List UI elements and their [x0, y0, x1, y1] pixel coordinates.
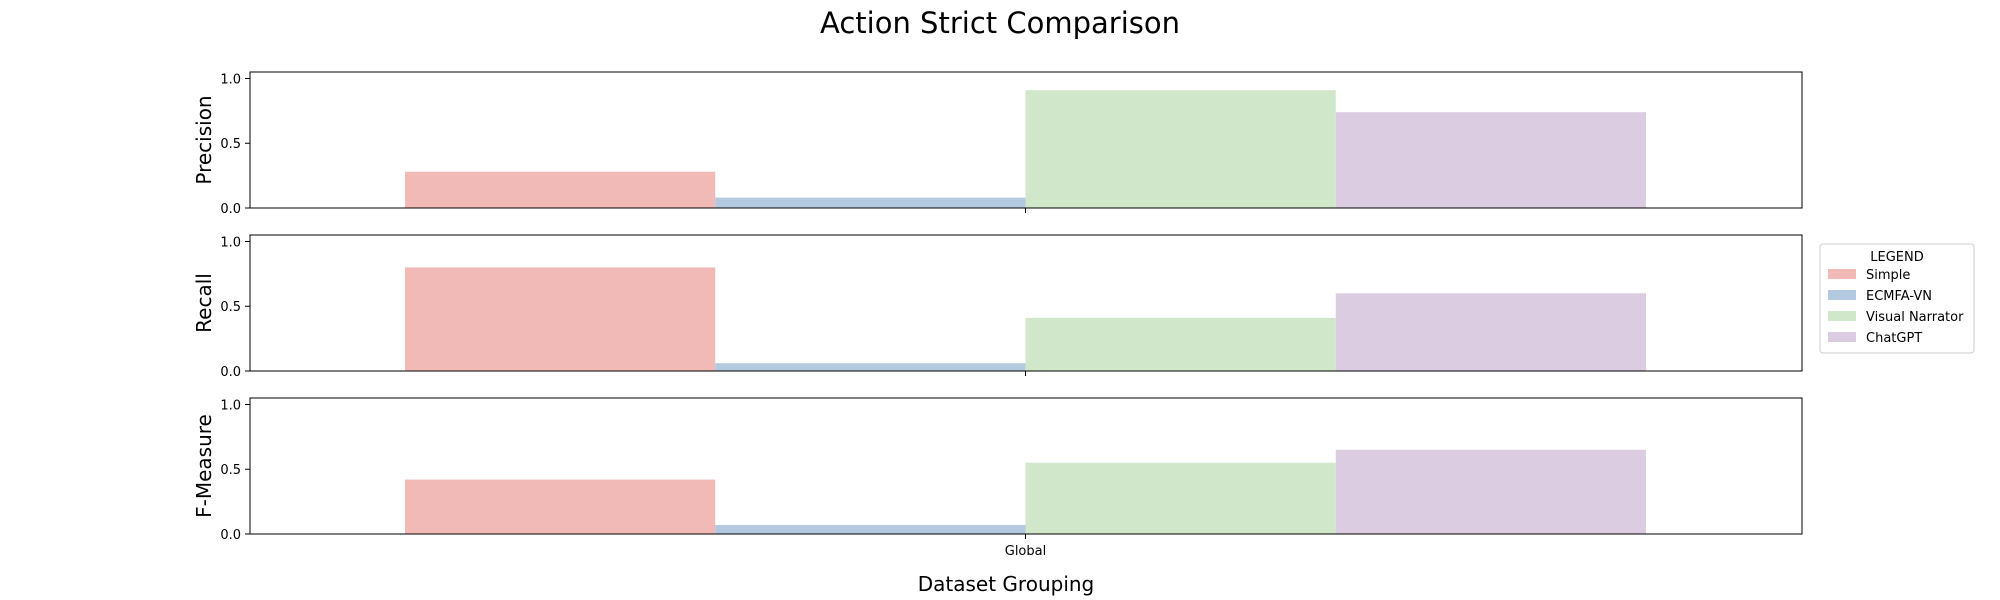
bar-f-measure-chatgpt: [1335, 449, 1646, 534]
y-axis-label-recall: Recall: [192, 273, 216, 333]
y-tick-label: 0.5: [220, 137, 241, 152]
bar-precision-ecmfa-vn: [715, 197, 1026, 208]
y-axis-label-precision: Precision: [192, 95, 216, 184]
bar-precision-visual-narrator: [1025, 90, 1336, 208]
legend-swatch-ecmfa-vn: [1828, 290, 1856, 300]
bar-precision-chatgpt: [1335, 112, 1646, 208]
legend-title: LEGEND: [1870, 250, 1923, 265]
panel-precision: 0.0 0.5 1.0 Precision: [192, 71, 1803, 217]
legend-swatch-visual-narrator: [1828, 311, 1856, 321]
y-tick-label: 0.0: [220, 528, 241, 543]
legend-label-chatgpt: ChatGPT: [1866, 331, 1922, 346]
y-tick-label: 1.0: [220, 235, 241, 250]
bar-precision-simple: [405, 171, 716, 208]
bar-recall-simple: [405, 267, 716, 371]
panels: 0.0 0.5 1.0 Precision 0.0 0.5 1.0 Recall 0.0 0.5 1…: [192, 71, 1803, 559]
y-tick-label: 0.0: [220, 365, 241, 380]
y-tick-label: 0.5: [220, 300, 241, 315]
bar-recall-ecmfa-vn: [715, 363, 1026, 371]
legend-swatch-simple: [1828, 269, 1856, 279]
panel-recall: 0.0 0.5 1.0 Recall: [192, 234, 1803, 380]
chart-title: Action Strict Comparison: [820, 6, 1180, 40]
x-tick-label: Global: [1005, 544, 1046, 559]
panel-f-measure: 0.0 0.5 1.0 F-Measure: [192, 397, 1803, 543]
legend-label-simple: Simple: [1866, 268, 1910, 283]
y-tick-label: 0.0: [220, 202, 241, 217]
y-tick-label: 1.0: [220, 398, 241, 413]
legend-label-visual-narrator: Visual Narrator: [1866, 310, 1964, 325]
bar-f-measure-visual-narrator: [1025, 462, 1336, 534]
bar-recall-chatgpt: [1335, 293, 1646, 371]
legend-frame: [1819, 243, 1975, 354]
legend-items: Simple ECMFA-VN Visual Narrator ChatGPT: [1828, 268, 1964, 346]
y-tick-label: 0.5: [220, 463, 241, 478]
bar-recall-visual-narrator: [1025, 317, 1336, 371]
bar-f-measure-simple: [405, 479, 716, 534]
legend-swatch-chatgpt: [1828, 332, 1856, 342]
y-tick-label: 1.0: [220, 72, 241, 87]
legend-label-ecmfa-vn: ECMFA-VN: [1866, 289, 1932, 304]
legend: LEGEND Simple ECMFA-VN Visual Narrator Chat…: [1819, 243, 1975, 354]
x-axis-label: Dataset Grouping: [918, 572, 1095, 596]
y-axis-label-f-measure: F-Measure: [192, 414, 216, 518]
bar-f-measure-ecmfa-vn: [715, 524, 1026, 534]
